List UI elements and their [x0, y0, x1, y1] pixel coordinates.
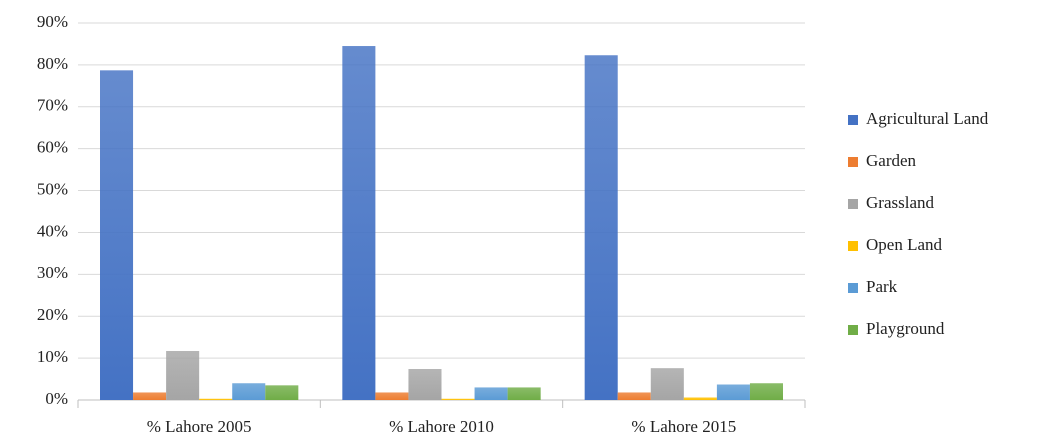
y-tick-label: 60% [37, 138, 68, 157]
x-tick-label: % Lahore 2015 [631, 417, 736, 436]
y-tick-label: 0% [45, 389, 68, 408]
y-tick-label: 90% [37, 12, 68, 31]
y-tick-label: 80% [37, 54, 68, 73]
legend-swatch [848, 283, 858, 293]
legend-label: Playground [866, 319, 945, 338]
y-tick-label: 40% [37, 221, 68, 240]
legend-label: Grassland [866, 193, 934, 212]
bar [507, 387, 541, 400]
y-tick-label: 70% [37, 96, 68, 115]
bar [342, 46, 376, 401]
bar [100, 70, 134, 400]
legend-label: Open Land [866, 235, 943, 254]
legend-swatch [848, 199, 858, 209]
bar [375, 392, 409, 400]
y-tick-label: 10% [37, 347, 68, 366]
bar [232, 383, 266, 400]
legend-label: Park [866, 277, 898, 296]
bar [650, 368, 684, 400]
y-tick-label: 50% [37, 179, 68, 198]
bar [617, 392, 651, 400]
bar [584, 55, 618, 400]
bar [265, 385, 299, 400]
legend-swatch [848, 157, 858, 167]
bar [441, 398, 475, 400]
bar [166, 350, 200, 400]
x-tick-label: % Lahore 2005 [147, 417, 252, 436]
bar [408, 369, 442, 400]
legend-swatch [848, 241, 858, 251]
bar [683, 397, 717, 400]
bar [749, 383, 783, 400]
y-tick-label: 20% [37, 305, 68, 324]
bar [133, 392, 167, 400]
y-tick-label: 30% [37, 263, 68, 282]
bar [474, 387, 508, 400]
legend-swatch [848, 325, 858, 335]
bar [199, 398, 233, 400]
legend-label: Garden [866, 151, 917, 170]
legend-swatch [848, 115, 858, 125]
x-tick-label: % Lahore 2010 [389, 417, 494, 436]
bar [716, 384, 750, 400]
legend-label: Agricultural Land [866, 109, 989, 128]
